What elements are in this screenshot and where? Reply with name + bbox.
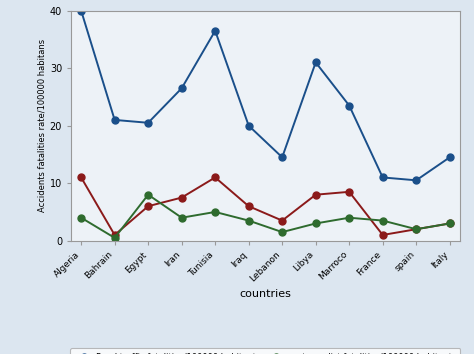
Road traffic fatalities/100000 habitants [380,175,385,179]
Pedestrian fatalities/100000 habitants [78,175,84,179]
motorcyclist fatalities/100000 habitants [112,236,118,240]
Road traffic fatalities/100000 habitants [179,86,184,90]
motorcyclist fatalities/100000 habitants [413,227,419,232]
motorcyclist fatalities/100000 habitants [447,221,453,225]
Road traffic fatalities/100000 habitants [212,29,218,33]
Pedestrian fatalities/100000 habitants [380,233,385,237]
motorcyclist fatalities/100000 habitants [380,218,385,223]
Legend: Road traffic fatalities/100000 habitants, Pedestrian fatalities/100000 habitants: Road traffic fatalities/100000 habitants… [71,348,460,354]
Pedestrian fatalities/100000 habitants [246,204,252,208]
Pedestrian fatalities/100000 habitants [112,233,118,237]
motorcyclist fatalities/100000 habitants [146,193,151,197]
motorcyclist fatalities/100000 habitants [179,216,184,220]
Road traffic fatalities/100000 habitants [313,60,319,64]
Line: Pedestrian fatalities/100000 habitants: Pedestrian fatalities/100000 habitants [78,174,453,239]
Road traffic fatalities/100000 habitants [78,8,84,13]
motorcyclist fatalities/100000 habitants [212,210,218,214]
Pedestrian fatalities/100000 habitants [179,195,184,200]
Road traffic fatalities/100000 habitants [112,118,118,122]
Road traffic fatalities/100000 habitants [146,121,151,125]
Road traffic fatalities/100000 habitants [413,178,419,182]
motorcyclist fatalities/100000 habitants [313,221,319,225]
Road traffic fatalities/100000 habitants [346,103,352,108]
Pedestrian fatalities/100000 habitants [279,218,285,223]
motorcyclist fatalities/100000 habitants [246,218,252,223]
Line: motorcyclist fatalities/100000 habitants: motorcyclist fatalities/100000 habitants [78,191,453,241]
Pedestrian fatalities/100000 habitants [346,190,352,194]
motorcyclist fatalities/100000 habitants [78,216,84,220]
Line: Road traffic fatalities/100000 habitants: Road traffic fatalities/100000 habitants [78,7,453,184]
Pedestrian fatalities/100000 habitants [212,175,218,179]
Road traffic fatalities/100000 habitants [279,155,285,159]
motorcyclist fatalities/100000 habitants [279,230,285,234]
Pedestrian fatalities/100000 habitants [413,227,419,232]
Pedestrian fatalities/100000 habitants [447,221,453,225]
X-axis label: countries: countries [239,289,292,299]
Pedestrian fatalities/100000 habitants [313,193,319,197]
Road traffic fatalities/100000 habitants [447,155,453,159]
motorcyclist fatalities/100000 habitants [346,216,352,220]
Pedestrian fatalities/100000 habitants [146,204,151,208]
Y-axis label: Accidents fatalities rate/100000 habitans: Accidents fatalities rate/100000 habitan… [38,39,47,212]
Road traffic fatalities/100000 habitants [246,124,252,128]
